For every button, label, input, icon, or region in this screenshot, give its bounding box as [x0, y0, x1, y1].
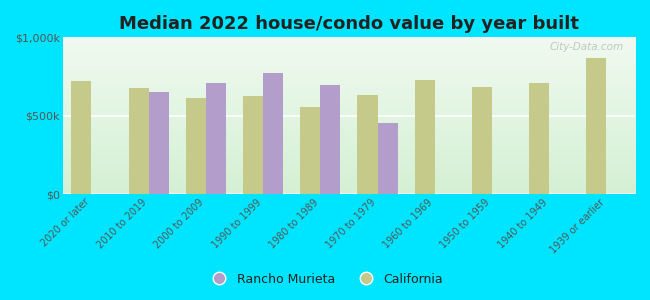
Bar: [415, 80, 435, 194]
Legend: Rancho Murieta, California: Rancho Murieta, California: [202, 268, 448, 291]
Bar: [263, 73, 283, 194]
Bar: [206, 83, 226, 194]
Bar: [129, 88, 149, 194]
Bar: [300, 107, 320, 194]
Bar: [472, 87, 492, 194]
Bar: [186, 98, 206, 194]
Bar: [586, 58, 606, 194]
Title: Median 2022 house/condo value by year built: Median 2022 house/condo value by year bu…: [119, 15, 579, 33]
Text: City-Data.com: City-Data.com: [549, 42, 623, 52]
Bar: [378, 123, 398, 194]
Bar: [358, 95, 378, 194]
Bar: [149, 92, 168, 194]
Bar: [72, 81, 92, 194]
Bar: [243, 96, 263, 194]
Bar: [529, 83, 549, 194]
Bar: [320, 85, 341, 194]
